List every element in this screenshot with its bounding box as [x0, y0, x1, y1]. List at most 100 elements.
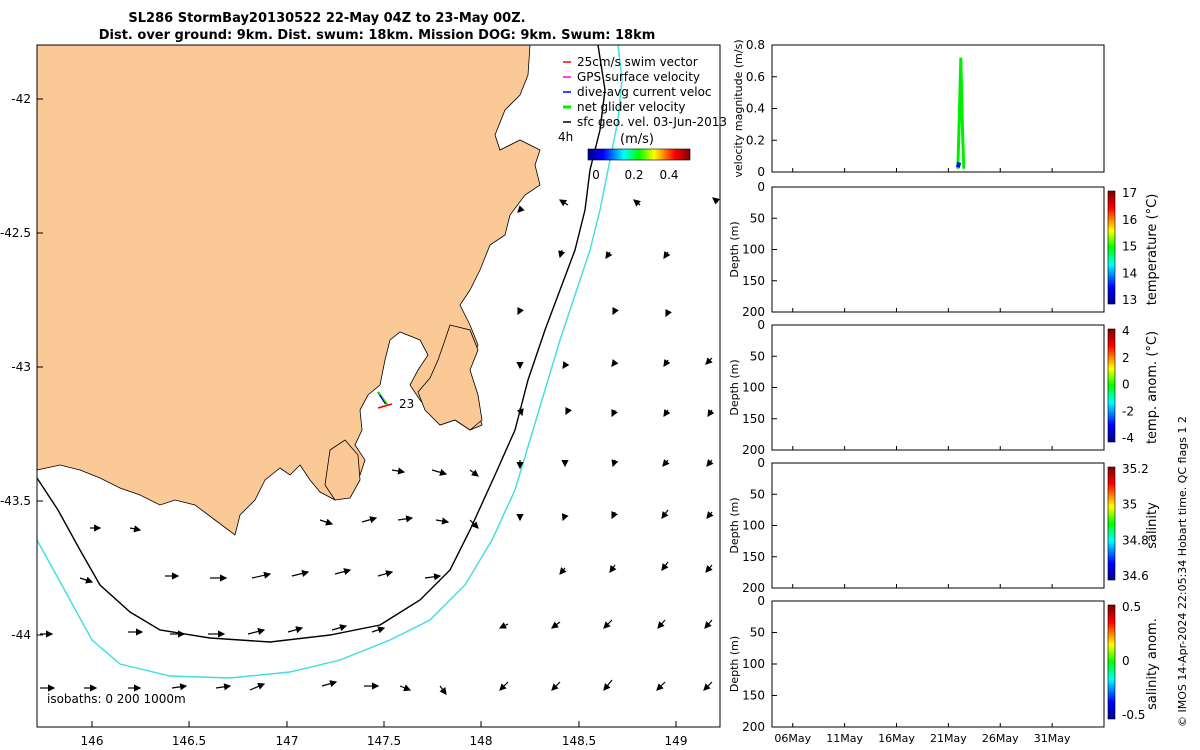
map-x-tick-label: 146 — [81, 734, 104, 748]
panel-colorbar-tick: -2 — [1122, 404, 1134, 418]
panel-y-tick-label: 200 — [742, 443, 765, 457]
colorbar-unit: (m/s) — [620, 132, 654, 147]
map-land — [36, 44, 541, 536]
panel-colorbar-tick: 0 — [1122, 654, 1130, 668]
legend-entry: sfc geo. vel. 03-Jun-2013 — [577, 115, 727, 129]
current-vectors — [40, 197, 720, 695]
panel-colorbar-label: salinity — [1145, 502, 1160, 549]
panel-colorbar-tick: 34.6 — [1122, 569, 1149, 583]
map-y-tick-label: -42.5 — [0, 226, 31, 240]
map-frame — [36, 44, 721, 728]
panel-frame — [771, 324, 1105, 451]
panel-frame — [771, 462, 1105, 589]
map-y-tick-label: -42 — [11, 92, 31, 106]
isobaths-label: isobaths: 0 200 1000m — [47, 692, 186, 706]
map-y-tick-label: -43 — [11, 360, 31, 374]
panel-colorbar-label: salinity anom. — [1145, 618, 1160, 710]
panel-x-tick-label: 26May — [982, 732, 1019, 745]
panel-colorbar-tick: 17 — [1122, 186, 1137, 200]
panel-colorbar-tick: 4 — [1122, 324, 1130, 338]
panel-colorbar-tick: 0 — [1122, 378, 1130, 392]
map-x-ticks: 146 146.5 147 147.5 148 148.5 149 — [81, 721, 688, 748]
panel-y-tick-label: 150 — [742, 550, 765, 564]
panel-2: 0 50 100 150 200 Depth (m) 4 2 0 -2 -4 temp. anom. … — [728, 318, 1160, 457]
panel-1: 0 50 100 150 200 Depth (m) 17 16 15 14 13 temperatu… — [728, 180, 1160, 319]
panel-y-tick-label: 200 — [742, 720, 765, 734]
panel-x-tick-label: 21May — [930, 732, 967, 745]
panel-colorbar — [1107, 328, 1116, 443]
panel-y-tick-label: 50 — [750, 626, 765, 640]
panel-x-tick-label: 11May — [826, 732, 863, 745]
map-x-tick-label: 147 — [276, 734, 299, 748]
panel-3: 0 50 100 150 200 Depth (m) 35.2 35 34.8 34.6 salin… — [728, 456, 1160, 595]
panel-y-tick-label: 0 — [757, 180, 765, 194]
panel-x-tick-label: 16May — [878, 732, 915, 745]
panel-colorbar-tick: 0.5 — [1122, 600, 1141, 614]
colorbar-tick-label: 0.2 — [624, 168, 643, 182]
panel-x-tick-label: 06May — [774, 732, 811, 745]
panel-y-tick-label: 0 — [757, 318, 765, 332]
isobath-1000 — [36, 44, 623, 679]
panel-y-tick-label: 0 — [757, 594, 765, 608]
panel-y-tick-label: 50 — [750, 211, 765, 225]
panel-colorbar — [1107, 604, 1116, 720]
panel-colorbar-tick: 16 — [1122, 213, 1137, 227]
panel-y-tick-label: 0 — [757, 456, 765, 470]
panel-y-tick-label: 150 — [742, 689, 765, 703]
speed-colorbar-ticks: 0 0.2 0.4 — [592, 168, 678, 182]
panel-y-tick-label: 0.4 — [746, 102, 765, 116]
legend-entry: GPS surface velocity — [577, 70, 700, 84]
panel-y-label: Depth (m) — [728, 497, 741, 553]
panel-colorbar-tick: 2 — [1122, 351, 1130, 365]
legend-entry: 25cm/s swim vector — [577, 55, 698, 69]
panel-colorbar-tick: -0.5 — [1122, 708, 1145, 722]
panel-colorbar-tick: 35.2 — [1122, 462, 1149, 476]
panel-y-tick-label: 100 — [742, 657, 765, 671]
panel-colorbar-label: temp. anom. (°C) — [1145, 331, 1160, 444]
panel-y-label: Depth (m) — [728, 221, 741, 277]
panel-y-tick-label: 100 — [742, 243, 765, 257]
legend-entry: dive-avg current veloc — [577, 85, 712, 99]
colorbar-tick-label: 0 — [592, 168, 600, 182]
panel-x-tick-label: 31May — [1034, 732, 1071, 745]
glider-track: 23 — [377, 391, 414, 411]
panel-0: 0.8 0.6 0.4 0.2 0 velocity magnitude (m/s) — [732, 38, 1105, 179]
panel-colorbar — [1107, 466, 1116, 581]
velocity-series-1 — [955, 161, 962, 168]
velocity-series-0 — [956, 57, 966, 169]
panel-y-tick-label: 0.6 — [746, 70, 765, 84]
isobath-200 — [36, 44, 606, 643]
colorbar-tick-label: 0.4 — [659, 168, 678, 182]
map-y-tick-label: -43.5 — [0, 494, 31, 508]
panel-y-label: Depth (m) — [728, 636, 741, 692]
speed-colorbar — [587, 148, 691, 161]
panel-colorbar-tick: 34.8 — [1122, 533, 1149, 547]
map-x-tick-label: 149 — [665, 734, 688, 748]
panel-y-tick-label: 0.2 — [746, 133, 765, 147]
panel-y-tick-label: 150 — [742, 274, 765, 288]
panel-y-tick-label: 50 — [750, 487, 765, 501]
panel-y-tick-label: 0 — [757, 165, 765, 179]
footer-text: © IMOS 14-Apr-2024 22:05:34 Hobart time.… — [1176, 416, 1189, 727]
panel-frame — [771, 186, 1105, 313]
track-label: 23 — [399, 397, 414, 411]
panel-colorbar-label: temperature (°C) — [1145, 194, 1160, 306]
panel-y-tick-label: 100 — [742, 381, 765, 395]
panel-frame — [771, 600, 1105, 728]
legend-extra: 4h — [558, 130, 573, 144]
panel-y-label: velocity magnitude (m/s) — [732, 39, 745, 177]
title-line1: SL286 StormBay20130522 22-May 04Z to 23-… — [128, 11, 525, 26]
panel-y-tick-label: 100 — [742, 519, 765, 533]
map-panel: 23 146 146.5 147 147.5 148 148.5 149 -42-42.5-… — [0, 44, 727, 748]
title-line2: Dist. over ground: 9km. Dist. swum: 18km… — [99, 28, 656, 43]
map-x-tick-label: 146.5 — [172, 734, 206, 748]
panel-y-tick-label: 200 — [742, 305, 765, 319]
time-panels: 0.8 0.6 0.4 0.2 0 velocity magnitude (m/s) 0 50… — [728, 38, 1160, 745]
panel-y-tick-label: 200 — [742, 581, 765, 595]
panel-colorbar-tick: 35 — [1122, 498, 1137, 512]
map-x-tick-label: 148.5 — [562, 734, 596, 748]
panel-y-tick-label: 50 — [750, 349, 765, 363]
